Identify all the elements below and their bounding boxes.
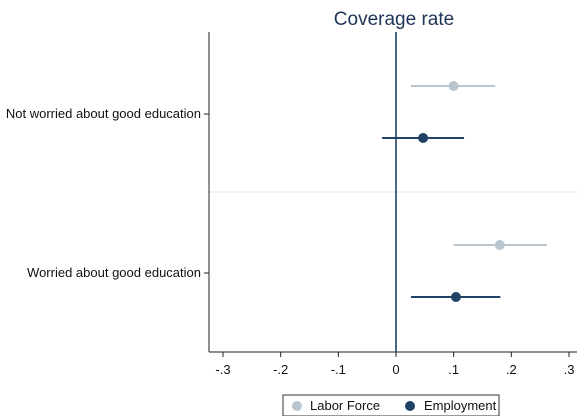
legend-label: Labor Force (310, 398, 380, 413)
x-tick-label: -.2 (273, 362, 288, 377)
x-tick-label: -.1 (331, 362, 346, 377)
chart-title: Coverage rate (334, 9, 454, 30)
legend-box (282, 394, 500, 416)
y-category-label: Worried about good education (27, 265, 201, 280)
legend-marker (405, 401, 415, 411)
point-estimate-marker (418, 133, 429, 143)
x-tick-label: .1 (448, 362, 459, 377)
x-tick-label: .3 (564, 362, 575, 377)
legend-label: Employment (424, 398, 497, 413)
y-category-label: Not worried about good education (6, 106, 201, 121)
point-estimate-marker (494, 240, 505, 250)
point-estimate-marker (450, 292, 461, 302)
point-estimate-marker (448, 81, 459, 91)
x-tick-label: .2 (506, 362, 517, 377)
x-tick-label: 0 (392, 362, 399, 377)
legend-marker (292, 401, 302, 411)
x-tick-label: -.3 (215, 362, 230, 377)
